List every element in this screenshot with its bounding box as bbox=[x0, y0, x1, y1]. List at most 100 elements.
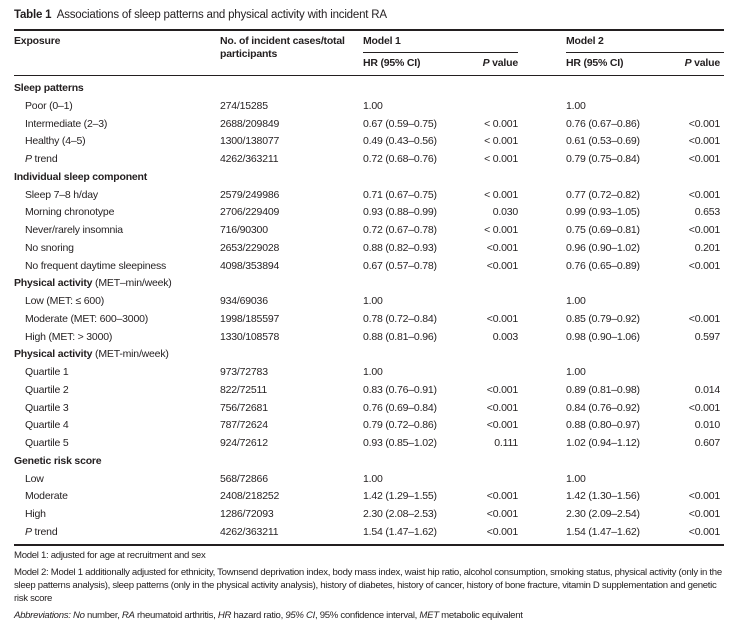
cases-cell: 934/69036 bbox=[220, 295, 268, 308]
cases-cell: 756/72681 bbox=[220, 401, 268, 414]
model1-hr-cell: 0.83 (0.76–0.91) bbox=[363, 383, 437, 396]
model2-hr-cell: 0.76 (0.67–0.86) bbox=[566, 117, 640, 130]
section-subtitle: (MET-min/week) bbox=[92, 348, 169, 361]
cases-cell: 924/72612 bbox=[220, 437, 268, 450]
cases-cell: 973/72783 bbox=[220, 366, 268, 379]
table-row: Never/rarely insomnia 716/90300 0.72 (0.67… bbox=[0, 224, 734, 242]
model1-p-cell: <0.001 bbox=[486, 526, 518, 538]
model1-p-cell: <0.001 bbox=[486, 241, 518, 254]
header-exposure: Exposure bbox=[14, 35, 61, 47]
section-title: Individual sleep component bbox=[14, 170, 148, 183]
exposure-cell: Never/rarely insomnia bbox=[25, 224, 123, 237]
abbr-def: number, bbox=[84, 610, 122, 621]
exposure-cell: Low bbox=[25, 472, 44, 485]
model2-hr-cell: 0.88 (0.80–0.97) bbox=[566, 419, 640, 432]
cases-cell: 822/72511 bbox=[220, 383, 268, 396]
model2-hr-cell: 1.00 bbox=[566, 99, 586, 112]
table-caption: Table 1 Associations of sleep patterns a… bbox=[14, 9, 387, 21]
model1-hr-cell: 0.72 (0.67–0.78) bbox=[363, 224, 437, 237]
model1-hr-cell: 0.67 (0.59–0.75) bbox=[363, 117, 437, 130]
model1-p-cell: < 0.001 bbox=[484, 117, 518, 130]
model1-p-cell: <0.001 bbox=[486, 490, 518, 503]
p-rest: value bbox=[691, 57, 720, 69]
table-row: Sleep 7–8 h/day 2579/249986 0.71 (0.67–0.7… bbox=[0, 189, 734, 207]
cases-cell: 2653/229028 bbox=[220, 241, 280, 254]
table-row: Quartile 1 973/72783 1.00 1.00 bbox=[0, 366, 734, 384]
model1-hr-cell: 0.78 (0.72–0.84) bbox=[363, 312, 437, 325]
table-row: Quartile 2 822/72511 0.83 (0.76–0.91) <0.00… bbox=[0, 384, 734, 402]
model2-p-cell: <0.001 bbox=[688, 188, 720, 201]
footnotes: Model 1: adjusted for age at recruitment… bbox=[14, 0, 724, 632]
model1-hr-cell: 0.93 (0.85–1.02) bbox=[363, 437, 437, 450]
p-rest: value bbox=[489, 57, 518, 69]
exposure-cell: No frequent daytime sleepiness bbox=[25, 259, 167, 272]
table-row: Quartile 4 787/72624 0.79 (0.72–0.86) <0.00… bbox=[0, 419, 734, 437]
model2-p-cell: <0.001 bbox=[688, 508, 720, 521]
exposure-cell: P trend bbox=[25, 153, 58, 166]
model1-p-cell: <0.001 bbox=[486, 312, 518, 325]
top-rule bbox=[14, 29, 724, 31]
section-header-row: Physical activity (MET-min/week) bbox=[0, 348, 734, 366]
model2-p-cell: 0.597 bbox=[694, 330, 720, 343]
table-row: P trend 4262/363211 0.72 (0.68–0.76) < 0.00… bbox=[0, 153, 734, 171]
footnote-model1: Model 1: adjusted for age at recruitment… bbox=[14, 550, 206, 561]
model1-rule bbox=[363, 52, 518, 53]
footnote-model2: Model 2: Model 1 additionally adjusted f… bbox=[14, 567, 722, 604]
cases-cell: 2706/229409 bbox=[220, 206, 280, 219]
model1-hr-cell: 0.67 (0.57–0.78) bbox=[363, 259, 437, 272]
model1-hr-cell: 1.42 (1.29–1.55) bbox=[363, 490, 437, 503]
header-hr-model1: HR (95% CI) bbox=[363, 57, 421, 69]
model1-hr-cell: 1.54 (1.47–1.62) bbox=[363, 526, 437, 538]
header-hr-model2: HR (95% CI) bbox=[566, 57, 624, 69]
exposure-cell: High (MET: > 3000) bbox=[25, 330, 113, 343]
model2-hr-cell: 0.75 (0.69–0.81) bbox=[566, 224, 640, 237]
cases-cell: 1300/138077 bbox=[220, 135, 280, 148]
section-title: Genetic risk score bbox=[14, 454, 102, 467]
model2-hr-cell: 0.84 (0.76–0.92) bbox=[566, 401, 640, 414]
table-row: Quartile 3 756/72681 0.76 (0.69–0.84) <0.00… bbox=[0, 402, 734, 420]
model2-hr-cell: 0.77 (0.72–0.82) bbox=[566, 188, 640, 201]
section-title: Sleep patterns bbox=[14, 82, 84, 94]
table-title: Associations of sleep patterns and physi… bbox=[56, 9, 387, 21]
table-row: Low (MET: ≤ 600) 934/69036 1.00 1.00 bbox=[0, 295, 734, 313]
cases-cell: 2688/209849 bbox=[220, 117, 280, 130]
model1-p-cell: < 0.001 bbox=[484, 153, 518, 166]
model1-p-cell: 0.003 bbox=[492, 330, 518, 343]
section-header-row: Physical activity (MET–min/week) bbox=[0, 277, 734, 295]
abbr-term: 95% CI bbox=[285, 610, 315, 621]
exposure-cell: Moderate (MET: 600–3000) bbox=[25, 312, 149, 325]
model1-hr-cell: 0.76 (0.69–0.84) bbox=[363, 401, 437, 414]
table-row: Moderate (MET: 600–3000) 1998/185597 0.78 … bbox=[0, 313, 734, 331]
model2-p-cell: 0.653 bbox=[694, 206, 720, 219]
cases-cell: 2579/249986 bbox=[220, 188, 280, 201]
footnote-abbreviations: Abbreviations: No number, RA rheumatoid … bbox=[14, 609, 724, 622]
abbr-term: HR bbox=[217, 610, 232, 621]
model2-p-cell: <0.001 bbox=[688, 401, 720, 414]
cases-cell: 787/72624 bbox=[220, 419, 268, 432]
model2-hr-cell: 0.61 (0.53–0.69) bbox=[566, 135, 640, 148]
model1-hr-cell: 1.00 bbox=[363, 295, 383, 308]
table-row: Low 568/72866 1.00 1.00 bbox=[0, 473, 734, 491]
exposure-cell: Healthy (4–5) bbox=[25, 135, 86, 148]
table-row: Morning chronotype 2706/229409 0.93 (0.88–… bbox=[0, 206, 734, 224]
model1-p-cell: < 0.001 bbox=[484, 224, 518, 237]
table-row: No snoring 2653/229028 0.88 (0.82–0.93) <0.… bbox=[0, 242, 734, 260]
model2-hr-cell: 1.00 bbox=[566, 366, 586, 379]
cases-cell: 274/15285 bbox=[220, 99, 268, 112]
abbr-def: metabolic equivalent bbox=[438, 610, 523, 621]
model1-p-cell: <0.001 bbox=[486, 383, 518, 396]
model2-hr-cell: 1.00 bbox=[566, 472, 586, 485]
model1-hr-cell: 1.00 bbox=[363, 472, 383, 485]
model2-hr-cell: 0.96 (0.90–1.02) bbox=[566, 241, 640, 254]
exposure-cell: High bbox=[25, 508, 46, 521]
exposure-cell: Quartile 4 bbox=[25, 419, 69, 432]
model2-p-cell: <0.001 bbox=[688, 526, 720, 538]
table-row: No frequent daytime sleepiness 4098/35389… bbox=[0, 260, 734, 278]
model1-hr-cell: 2.30 (2.08–2.53) bbox=[363, 508, 437, 521]
model2-hr-cell: 0.99 (0.93–1.05) bbox=[566, 206, 640, 219]
model1-hr-cell: 0.93 (0.88–0.99) bbox=[363, 206, 437, 219]
abbr-def: rheumatoid arthritis, bbox=[134, 610, 218, 621]
header-rule bbox=[14, 75, 724, 77]
cases-cell: 2408/218252 bbox=[220, 490, 280, 503]
